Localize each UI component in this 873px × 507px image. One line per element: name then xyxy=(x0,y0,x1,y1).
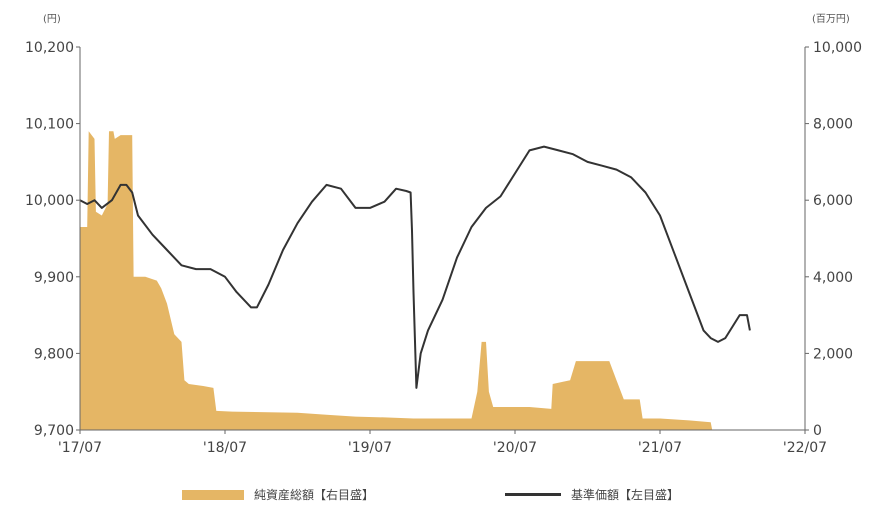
net-assets-area xyxy=(80,131,805,431)
legend-nav-label: 基準価額【左目盛】 xyxy=(571,488,680,502)
x-axis-tick-label: '21/07 xyxy=(638,440,682,456)
right-unit-label: (百万円) xyxy=(812,13,850,25)
left-axis-tick-label: 10,000 xyxy=(25,193,74,209)
left-axis-tick-label: 9,800 xyxy=(34,346,74,362)
right-axis-tick-label: 8,000 xyxy=(813,117,853,133)
right-axis-tick-label: 10,000 xyxy=(813,40,862,56)
x-axis-tick-label: '18/07 xyxy=(203,440,247,456)
net-assets-area-layer xyxy=(80,131,805,431)
right-axis-tick-label: 0 xyxy=(813,423,822,439)
left-axis-tick-label: 9,900 xyxy=(34,270,74,286)
left-unit-label: (円) xyxy=(43,14,61,25)
nav-line xyxy=(79,145,751,389)
right-axis-tick-label: 2,000 xyxy=(813,346,853,362)
legend-nav: 基準価額【左目盛】 xyxy=(505,486,679,503)
axes: 9,700 9,800 9,900 10,000 10,100 10,200 0 2,000 4… xyxy=(25,40,862,456)
left-axis-tick-label: 9,700 xyxy=(34,423,74,439)
x-axis-tick-label: '17/07 xyxy=(58,440,102,456)
right-axis-tick-label: 6,000 xyxy=(813,193,853,209)
left-axis-tick-label: 10,200 xyxy=(25,40,74,56)
legend-nav-swatch xyxy=(505,493,561,496)
left-axis-tick-label: 10,100 xyxy=(25,117,74,133)
x-axis-tick-label: '20/07 xyxy=(493,440,537,456)
legend-net-assets-label: 純資産総額【右目盛】 xyxy=(254,488,375,502)
legend-net-assets-swatch xyxy=(182,489,244,500)
legend-net-assets: 純資産総額【右目盛】 xyxy=(182,486,374,503)
right-axis-tick-label: 4,000 xyxy=(813,270,853,286)
x-axis-tick-label: '19/07 xyxy=(348,440,392,456)
x-axis-tick-label: '22/07 xyxy=(783,440,827,456)
nav-line-layer xyxy=(79,145,751,389)
